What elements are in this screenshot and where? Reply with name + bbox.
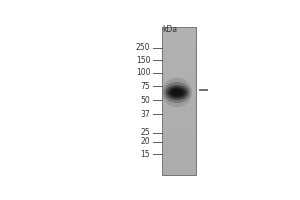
Bar — [162, 27, 196, 175]
Bar — [162, 140, 196, 143]
Bar — [162, 101, 196, 103]
Ellipse shape — [171, 89, 183, 96]
Bar — [162, 155, 196, 158]
Bar — [162, 61, 196, 64]
Bar — [162, 81, 196, 84]
Bar — [162, 143, 196, 145]
Bar — [162, 79, 196, 81]
Bar — [162, 150, 196, 153]
Bar — [162, 71, 196, 74]
Bar — [162, 152, 196, 155]
Bar — [162, 59, 196, 62]
Bar — [162, 86, 196, 89]
Text: kDa: kDa — [162, 25, 177, 34]
Bar — [162, 162, 196, 165]
Text: 15: 15 — [141, 150, 150, 159]
Bar — [162, 74, 196, 76]
Bar — [162, 51, 196, 54]
Bar — [162, 27, 196, 30]
Bar — [162, 118, 196, 121]
Bar — [162, 69, 196, 71]
Bar — [162, 42, 196, 44]
Bar — [162, 148, 196, 150]
Bar — [162, 128, 196, 131]
Bar — [162, 34, 196, 37]
Ellipse shape — [164, 82, 190, 103]
Bar — [162, 88, 196, 91]
Bar — [162, 160, 196, 163]
Text: 75: 75 — [140, 82, 150, 91]
Bar — [162, 135, 196, 138]
Bar — [162, 106, 196, 108]
Bar — [162, 93, 196, 96]
Bar — [162, 98, 196, 101]
Bar — [162, 56, 196, 59]
Bar — [162, 46, 196, 49]
Bar — [162, 37, 196, 39]
Ellipse shape — [173, 90, 181, 95]
Text: 37: 37 — [140, 110, 150, 119]
Text: 100: 100 — [136, 68, 150, 77]
Bar — [162, 39, 196, 42]
Bar — [162, 27, 196, 175]
Bar — [162, 170, 196, 172]
Bar — [162, 167, 196, 170]
Bar — [162, 165, 196, 168]
Text: 250: 250 — [136, 43, 150, 52]
Ellipse shape — [166, 85, 188, 100]
Bar — [162, 111, 196, 113]
Text: 25: 25 — [141, 128, 150, 137]
Bar — [162, 64, 196, 67]
Bar — [162, 44, 196, 47]
Bar — [162, 83, 196, 86]
Bar — [162, 91, 196, 94]
Bar — [162, 123, 196, 126]
Bar — [162, 120, 196, 123]
Bar — [162, 145, 196, 148]
Bar — [162, 115, 196, 118]
Bar — [162, 133, 196, 135]
Bar — [162, 138, 196, 140]
Bar — [162, 172, 196, 175]
Bar — [162, 96, 196, 99]
Bar — [162, 76, 196, 79]
Bar — [162, 103, 196, 106]
Bar — [162, 125, 196, 128]
Bar — [162, 54, 196, 57]
Text: 50: 50 — [140, 96, 150, 105]
Ellipse shape — [162, 78, 192, 107]
Bar — [162, 130, 196, 133]
Bar — [162, 157, 196, 160]
Bar — [162, 29, 196, 32]
Ellipse shape — [168, 87, 186, 98]
Text: 20: 20 — [141, 137, 150, 146]
Bar — [162, 66, 196, 69]
Bar — [162, 32, 196, 34]
Bar — [162, 113, 196, 116]
Text: 150: 150 — [136, 56, 150, 65]
Bar — [162, 49, 196, 52]
Bar — [162, 108, 196, 111]
